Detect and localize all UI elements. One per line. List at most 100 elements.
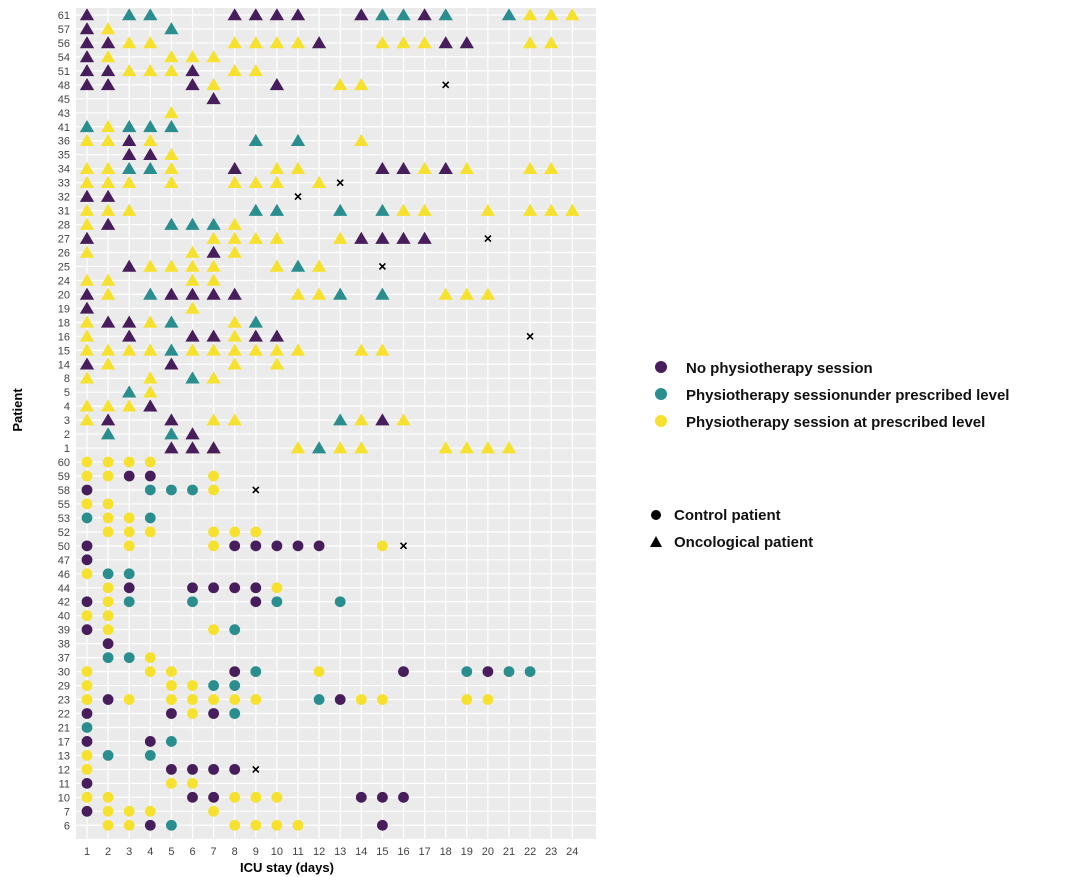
y-tick-label: 26	[58, 247, 70, 259]
session-marker-circle	[250, 526, 262, 538]
session-marker-circle	[102, 582, 114, 594]
session-marker-triangle	[100, 64, 116, 77]
y-tick-label: 41	[58, 122, 70, 134]
session-marker-triangle	[311, 36, 327, 49]
session-marker-triangle	[290, 441, 306, 454]
session-marker-triangle	[396, 231, 411, 244]
session-marker-circle	[334, 694, 346, 705]
session-marker-circle	[229, 694, 241, 705]
session-marker-triangle	[544, 8, 559, 21]
session-marker-circle	[229, 680, 241, 691]
session-marker-circle	[377, 540, 388, 552]
session-marker-triangle	[269, 259, 285, 272]
cross-mark	[336, 179, 344, 187]
session-marker-triangle	[79, 371, 95, 384]
session-marker-triangle	[248, 64, 263, 77]
session-marker-triangle	[122, 329, 137, 342]
session-marker-triangle	[459, 36, 474, 49]
session-marker-circle	[102, 596, 114, 608]
session-marker-triangle	[100, 78, 116, 91]
session-marker-circle	[166, 708, 177, 719]
session-marker-triangle	[501, 8, 517, 21]
session-marker-triangle	[185, 371, 200, 384]
session-marker-triangle	[100, 217, 116, 230]
x-tick-label: 2	[105, 846, 111, 858]
session-marker-circle	[102, 470, 114, 482]
session-marker-triangle	[79, 64, 95, 77]
y-tick-label: 14	[58, 359, 70, 371]
session-marker-circle	[229, 708, 241, 719]
session-marker-circle	[144, 526, 156, 538]
session-marker-circle	[524, 666, 536, 677]
y-tick-label: 19	[58, 303, 70, 315]
y-tick-label: 28	[58, 220, 70, 232]
session-marker-triangle	[122, 161, 137, 174]
x-tick-label: 21	[503, 846, 515, 858]
session-marker-circle	[208, 484, 220, 496]
y-tick-label: 40	[58, 611, 70, 623]
session-marker-triangle	[79, 8, 95, 21]
session-marker-triangle	[79, 189, 95, 202]
y-tick-label: 24	[58, 275, 70, 287]
session-marker-triangle	[396, 36, 411, 49]
session-marker-triangle	[248, 8, 263, 21]
y-axis-label: Patient	[10, 388, 25, 432]
session-marker-triangle	[206, 217, 221, 230]
cross-mark	[442, 81, 450, 89]
session-marker-triangle	[79, 175, 95, 188]
session-marker-triangle	[269, 357, 285, 370]
session-marker-circle	[166, 777, 177, 789]
session-marker-triangle	[164, 147, 179, 161]
session-marker-circle	[482, 666, 494, 677]
session-marker-triangle	[185, 329, 200, 342]
session-marker-triangle	[522, 161, 538, 174]
session-marker-triangle	[290, 343, 306, 356]
session-marker-triangle	[354, 78, 369, 91]
session-marker-triangle	[248, 175, 263, 188]
session-marker-triangle	[544, 36, 559, 49]
session-marker-circle	[102, 694, 114, 705]
y-tick-label: 23	[58, 695, 70, 707]
session-marker-triangle	[248, 36, 263, 49]
x-tick-label: 3	[126, 846, 132, 858]
session-marker-triangle	[143, 287, 158, 300]
session-marker-circle	[81, 610, 93, 622]
y-tick-label: 42	[58, 597, 70, 609]
session-marker-triangle	[290, 36, 306, 49]
session-marker-triangle	[438, 441, 453, 454]
session-marker-circle	[123, 652, 135, 664]
session-marker-circle	[81, 708, 93, 719]
y-tick-label: 29	[58, 681, 70, 693]
session-marker-triangle	[143, 259, 158, 272]
session-marker-triangle	[79, 329, 95, 342]
session-marker-circle	[229, 582, 241, 594]
session-marker-circle	[144, 470, 156, 482]
session-marker-triangle	[143, 315, 158, 328]
session-marker-circle	[461, 666, 473, 677]
session-marker-triangle	[185, 301, 200, 314]
session-marker-triangle	[227, 329, 242, 342]
y-tick-label: 51	[58, 66, 70, 78]
session-marker-circle	[123, 596, 135, 608]
session-marker-triangle	[290, 133, 306, 147]
data-marks	[79, 8, 580, 831]
session-marker-triangle	[375, 36, 390, 49]
y-tick-label: 45	[58, 94, 70, 106]
session-marker-triangle	[79, 22, 95, 35]
session-marker-triangle	[79, 357, 95, 370]
session-marker-circle	[250, 694, 262, 705]
session-marker-triangle	[248, 329, 263, 342]
session-marker-triangle	[375, 231, 390, 244]
session-marker-triangle	[248, 315, 263, 328]
session-marker-circle	[123, 526, 135, 538]
session-marker-triangle	[100, 175, 116, 188]
session-marker-triangle	[269, 343, 285, 356]
session-marker-triangle	[100, 50, 116, 63]
session-marker-triangle	[185, 441, 200, 454]
y-tick-label: 7	[64, 806, 70, 818]
y-tick-label: 38	[58, 639, 70, 651]
session-marker-triangle	[227, 357, 242, 370]
session-marker-circle	[144, 750, 156, 761]
session-marker-circle	[144, 652, 156, 664]
session-marker-triangle	[354, 8, 369, 21]
